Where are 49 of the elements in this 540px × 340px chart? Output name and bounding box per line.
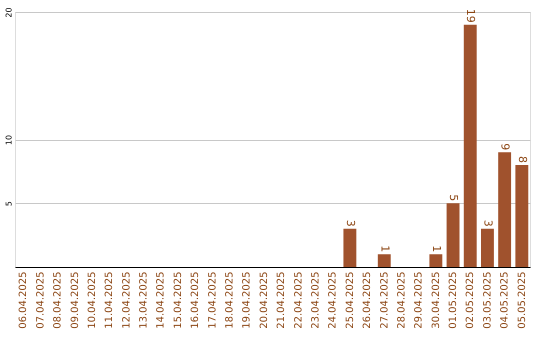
x-tick-label: 10.04.2025 [86, 272, 98, 329]
x-tick-label: 01.05.2025 [448, 272, 460, 329]
x-tick-label: 21.04.2025 [276, 272, 288, 329]
bar [480, 228, 494, 267]
data-label: 3 [344, 220, 357, 227]
x-tick-label: 20.04.2025 [258, 272, 270, 329]
x-tick-label: 07.04.2025 [35, 272, 46, 329]
data-label: 1 [430, 245, 443, 252]
x-tick-label: 28.04.2025 [396, 272, 408, 329]
data-label: 5 [447, 194, 460, 202]
x-tick-label: 03.05.2025 [482, 272, 494, 329]
x-tick-label: 09.04.2025 [70, 272, 81, 329]
y-tick-label: 20 [4, 7, 14, 18]
x-tick-label: 04.05.2025 [500, 272, 511, 329]
bar [515, 165, 528, 267]
x-tick-label: 27.04.2025 [379, 272, 390, 329]
x-tick-label: 17.04.2025 [207, 272, 218, 329]
bar [464, 24, 477, 267]
data-label: 19 [464, 8, 478, 23]
data-label: 8 [516, 156, 529, 163]
x-tick-label: 25.04.2025 [344, 272, 356, 329]
bar [429, 254, 442, 267]
x-tick-label: 16.04.2025 [190, 272, 202, 329]
x-tick-label: 24.04.2025 [328, 272, 339, 329]
x-tick-label: 14.04.2025 [156, 272, 167, 329]
x-tick-label: 12.04.2025 [121, 272, 132, 329]
bar [498, 152, 512, 267]
data-label: 1 [378, 245, 392, 252]
x-tick-label: 18.04.2025 [224, 272, 236, 329]
x-tick-label: 26.04.2025 [362, 272, 374, 329]
x-tick-label: 05.05.2025 [516, 272, 528, 329]
x-tick-label: 11.04.2025 [104, 272, 116, 329]
y-tick-label: 5 [4, 201, 14, 206]
bar [378, 254, 391, 267]
x-tick-label: 19.04.2025 [242, 272, 253, 329]
bar [446, 203, 460, 267]
bar [343, 228, 356, 267]
x-tick-label: 06.04.2025 [18, 272, 30, 329]
x-tick-label: 13.04.2025 [138, 272, 150, 329]
x-tick-label: 02.05.2025 [465, 272, 476, 329]
y-tick-label: 10 [4, 134, 14, 146]
x-tick-label: 15.04.2025 [172, 272, 184, 329]
data-label: 9 [498, 143, 512, 150]
x-tick-label: 23.04.2025 [310, 272, 322, 329]
x-tick-label: 30.04.2025 [430, 272, 442, 329]
x-tick-label: 08.04.2025 [52, 272, 64, 329]
x-tick-label: 22.04.2025 [293, 272, 304, 329]
data-label: 3 [481, 220, 494, 227]
x-tick-label: 29.04.2025 [414, 272, 425, 329]
